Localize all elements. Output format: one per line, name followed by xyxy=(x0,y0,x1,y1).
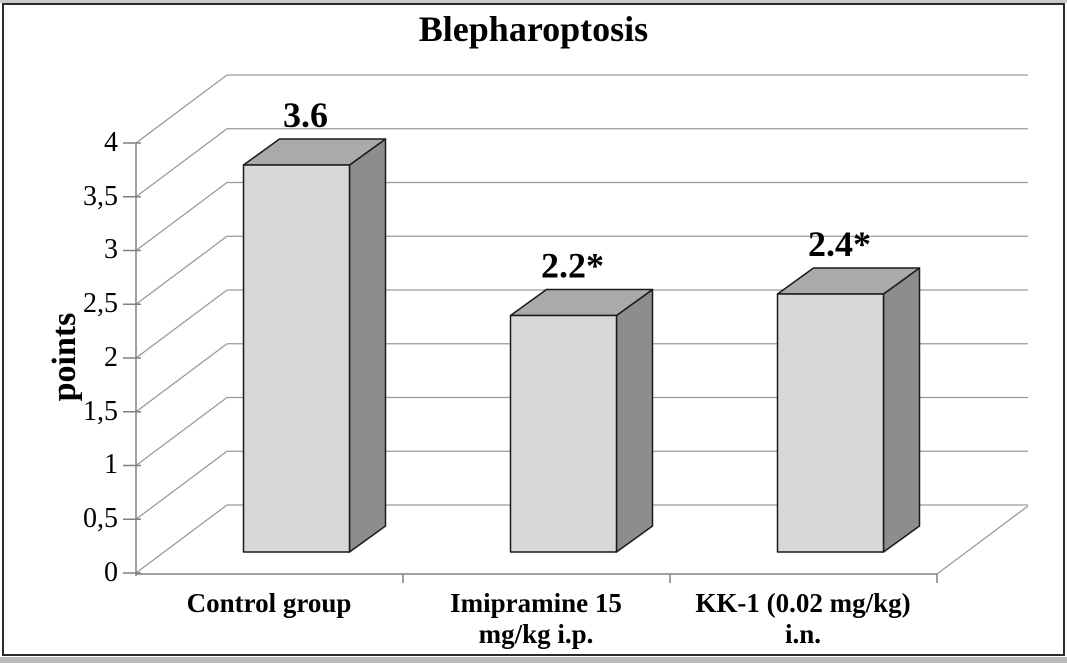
category-label-imipramine: Imipramine 15 mg/kg i.p. xyxy=(376,588,696,650)
category-label-line: Imipramine 15 xyxy=(450,588,622,618)
bar-value-label-0: 3.6 xyxy=(283,95,328,135)
bar-value-label-2: 2.4* xyxy=(808,224,871,264)
bar-2 xyxy=(776,267,921,553)
y-tick-label-2-5: 2,5 xyxy=(83,288,118,319)
y-tick-label-3: 3 xyxy=(104,234,118,265)
y-tick-label-2: 2 xyxy=(104,342,118,373)
wall-diagonal-6 xyxy=(135,181,228,252)
y-tick-label-1: 1 xyxy=(104,449,118,480)
bottom-edge-strip xyxy=(0,657,1067,663)
top-edge-strip xyxy=(0,0,1067,3)
bar-0-side-face xyxy=(348,138,387,553)
y-tick-label-0-5: 0,5 xyxy=(83,503,118,534)
y-tick-label-3-5: 3,5 xyxy=(83,181,118,212)
bar-2-front-face xyxy=(776,293,885,553)
wall-diagonal-7 xyxy=(135,128,228,198)
floor-right-edge xyxy=(936,505,1029,575)
category-label-kk1: KK-1 (0.02 mg/kg) i.n. xyxy=(643,588,963,650)
bar-1-side-face xyxy=(615,288,654,553)
bar-1 xyxy=(509,288,654,553)
bar-2-side-face xyxy=(882,267,921,553)
wall-diagonal-4 xyxy=(135,289,228,359)
bar-1-front-face xyxy=(509,314,618,553)
bar-value-label-1: 2.2* xyxy=(541,246,604,286)
y-tick-label-4: 4 xyxy=(104,127,118,158)
y-tick-label-1-5: 1,5 xyxy=(83,396,118,427)
chart-title: Blepharoptosis xyxy=(418,9,649,49)
category-label-line: i.n. xyxy=(784,619,822,649)
wall-diagonal-5 xyxy=(135,235,228,305)
wall-diagonal-0 xyxy=(135,504,228,574)
wall-diagonal-2 xyxy=(135,396,228,467)
category-label-line: KK-1 (0.02 mg/kg) xyxy=(695,588,911,618)
wall-diagonal-8 xyxy=(135,74,228,144)
category-label-line: Control group xyxy=(186,588,352,618)
category-label-line: mg/kg i.p. xyxy=(478,619,594,649)
bar-0 xyxy=(242,138,387,553)
bar-0-front-face xyxy=(242,164,351,553)
wall-diagonal-1 xyxy=(135,450,228,520)
wall-diagonal-3 xyxy=(135,343,228,413)
y-tick-label-0: 0 xyxy=(104,557,118,588)
category-label-control-group: Control group xyxy=(109,588,429,619)
